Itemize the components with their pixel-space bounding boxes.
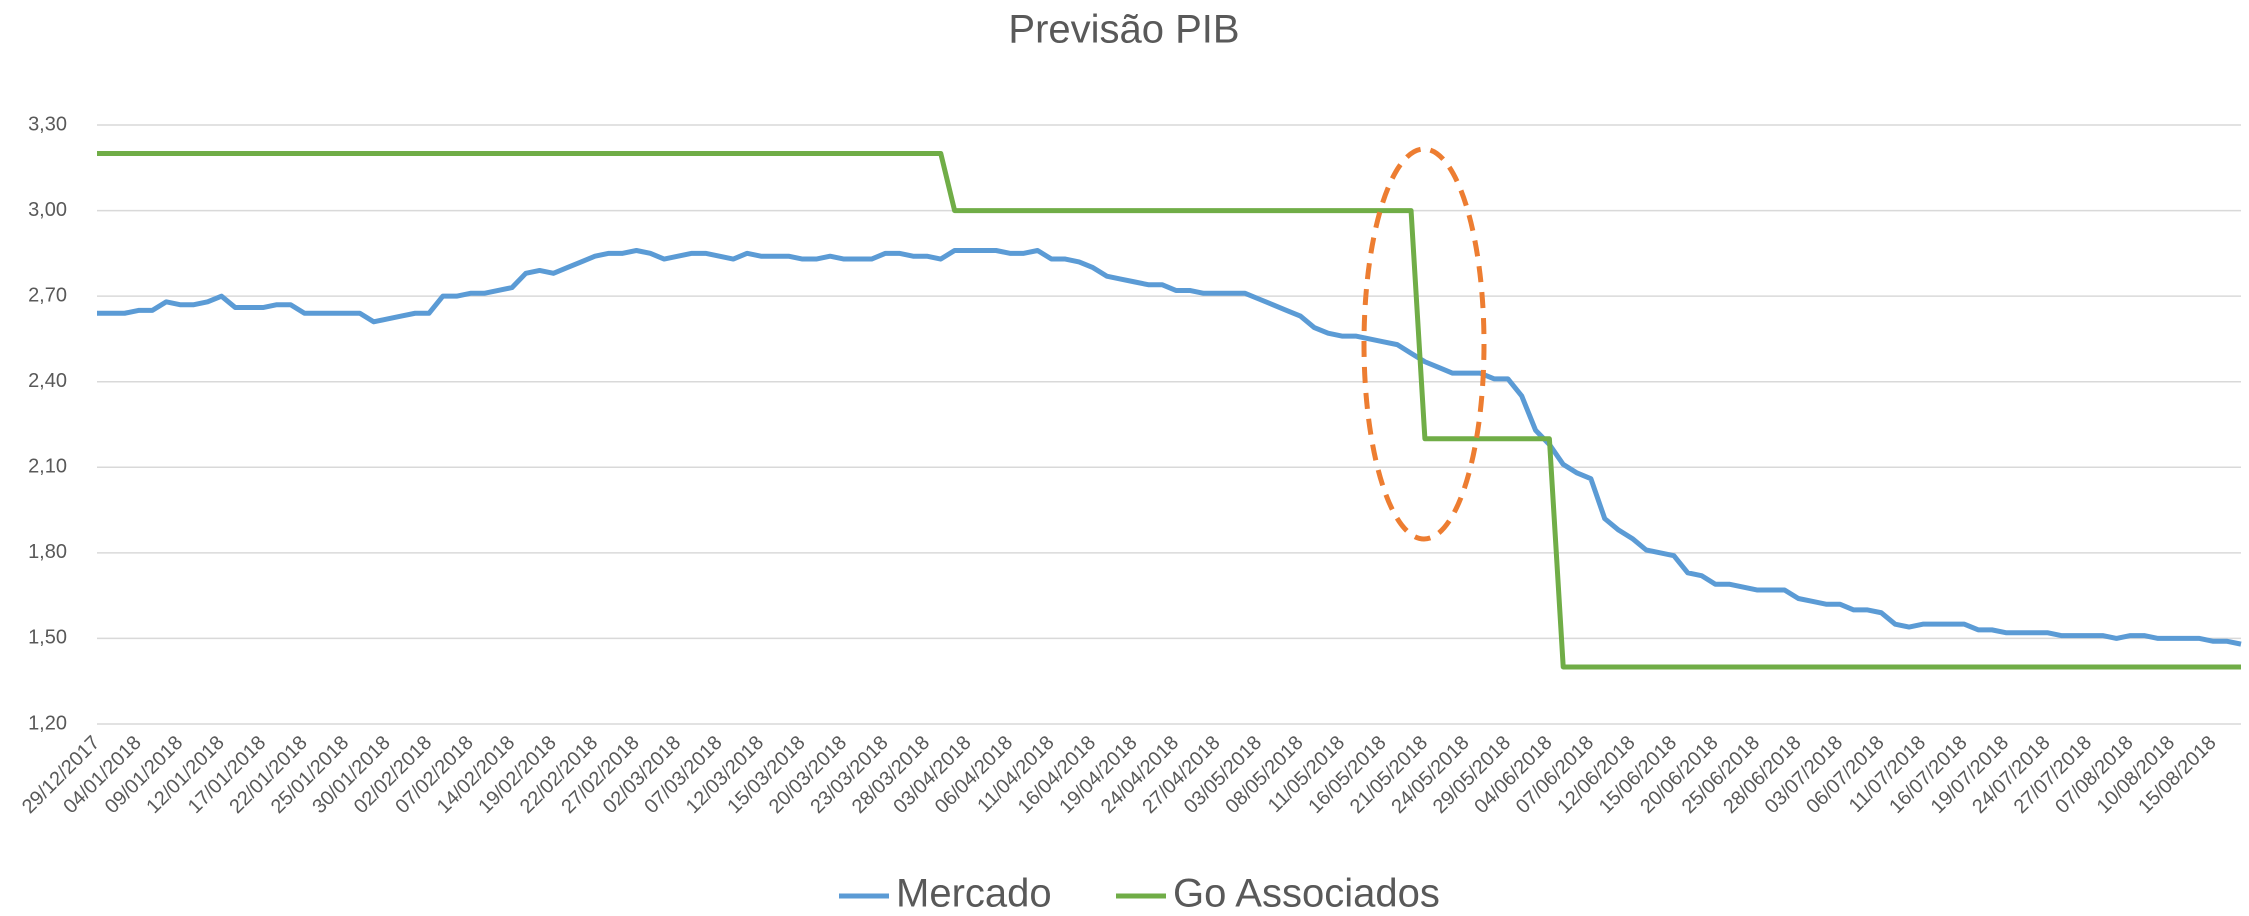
legend-label: Mercado [896,872,1052,916]
y-tick-label: 2,70 [28,284,67,306]
y-tick-label: 2,10 [28,456,67,478]
y-tick-label: 3,30 [28,113,67,135]
y-tick-label: 3,00 [28,199,67,221]
highlight-ellipse [1361,146,1487,542]
legend-label: Go Associados [1173,872,1440,916]
y-tick-label: 1,80 [28,541,67,563]
y-tick-label: 2,40 [28,370,67,392]
series-line [97,151,2241,670]
series-line [97,248,2242,647]
chart-title: Previsão PIB [1008,8,1239,52]
y-tick-label: 1,20 [28,712,67,734]
y-tick-label: 1,50 [28,627,67,649]
